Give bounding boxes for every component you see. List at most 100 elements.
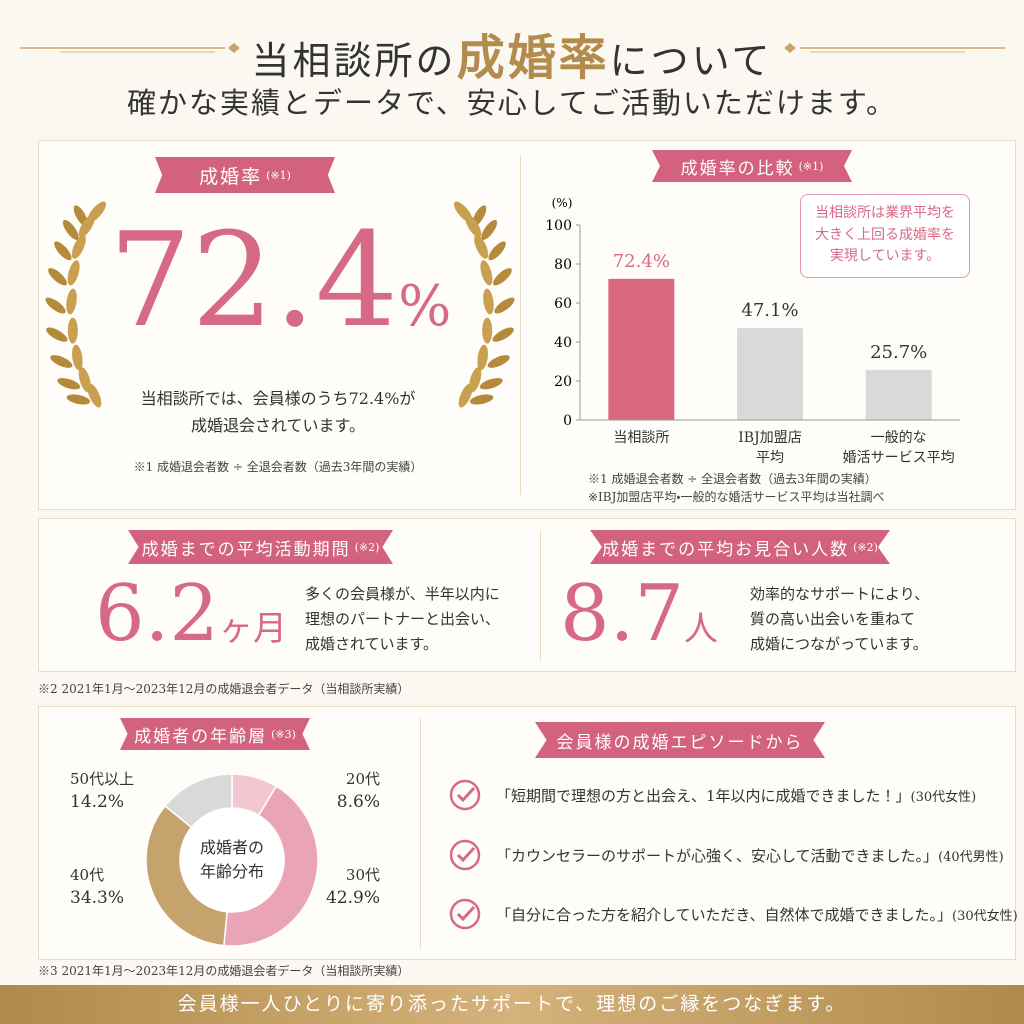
donut-category: 20代 xyxy=(345,770,380,788)
laurel-leaf xyxy=(67,317,78,344)
y-tick-label: 40 xyxy=(554,335,572,351)
laurel-leaf xyxy=(482,317,493,344)
donut-value-label: 8.6% xyxy=(336,792,380,812)
donut-category: 50代以上 xyxy=(70,770,135,788)
callout: 当相談所は業界平均を 大きく上回る成婚率を 実現しています。 xyxy=(800,194,970,278)
stat-value: 8.7 xyxy=(560,569,685,659)
badge-note: (※3) xyxy=(271,727,296,741)
episode-who: (30代女性) xyxy=(952,908,1018,924)
episode-who: (30代女性) xyxy=(910,789,977,805)
footnote: ※1 成婚退会者数 ÷ 全退会者数（過去3年間の実績） xyxy=(133,460,423,474)
stat-unit: 人 xyxy=(684,609,719,649)
laurel-leaf xyxy=(46,327,68,342)
donut-value-label: 34.3% xyxy=(70,888,125,908)
footer: 会員様一人ひとりに寄り添ったサポートで、理想のご縁をつなぎます。 xyxy=(0,985,1024,1024)
badge: 成婚までの平均活動期間 (※2) xyxy=(128,530,393,564)
y-tick-label: 0 xyxy=(563,413,572,429)
description: 当相談所では、会員様のうち72.4%が 成婚退会されています。 xyxy=(140,389,416,436)
donut-chart xyxy=(145,773,319,947)
value-label: 47.1% xyxy=(741,300,798,321)
laurel-leaf xyxy=(479,378,503,390)
laurel-leaf xyxy=(62,219,79,240)
episode-quote: 「カウンセラーのサポートが心強く、安心して活動できました。」 xyxy=(496,846,939,865)
badge: 成婚までの平均お見合い人数 (※2) xyxy=(590,530,890,564)
badge: 会員様の成婚エピソードから xyxy=(535,722,825,758)
donut-category: 30代 xyxy=(345,866,380,884)
laurel-leaf xyxy=(483,288,494,315)
big-stat: 72.4% xyxy=(100,215,460,345)
stat-unit: % xyxy=(398,274,452,339)
laurel-leaf xyxy=(57,378,81,390)
footnote: ※2 2021年1月〜2023年12月の成婚退会者データ（当相談所実績） xyxy=(38,682,410,696)
badge: 成婚者の年齢層 (※3) xyxy=(120,718,310,750)
badge-text: 会員様の成婚エピソードから xyxy=(556,732,804,753)
episode: 「自分に合った方を紹介していただき、自然体で成婚できました。」 (30代女性) xyxy=(448,897,1018,931)
badge-note: (※1) xyxy=(266,168,291,182)
laurel-leaf xyxy=(72,344,83,371)
title-text: 当相談所の xyxy=(251,39,457,83)
x-tick-label: IBJ加盟店 平均 xyxy=(738,430,802,467)
laurel-leaf xyxy=(67,260,80,286)
episode: 「カウンセラーのサポートが心強く、安心して活動できました。」 (40代男性) xyxy=(448,838,1004,872)
laurel-leaf xyxy=(48,268,68,286)
divider xyxy=(540,530,541,660)
check-icon xyxy=(449,839,481,871)
value-label: 72.4% xyxy=(613,251,670,272)
y-axis-label: (%) xyxy=(552,196,573,210)
check-icon xyxy=(449,779,481,811)
stat-value: 72.4 xyxy=(108,204,399,356)
footnote: ※3 2021年1月〜2023年12月の成婚退会者データ（当相談所実績） xyxy=(38,964,410,978)
badge-note: (※1) xyxy=(798,159,824,173)
badge-text: 成婚率 xyxy=(199,165,263,188)
laurel-leaf xyxy=(481,219,498,240)
badge-note: (※2) xyxy=(853,540,878,554)
donut-category: 40代 xyxy=(70,866,105,884)
laurel-leaf xyxy=(488,241,506,261)
badge-text: 成婚までの平均お見合い人数 xyxy=(602,539,850,560)
episode-quote: 「短期間で理想の方と出会え、1年以内に成婚できました！」 xyxy=(496,786,911,805)
donut-center-label: 成婚者の 年齢分布 xyxy=(199,838,264,881)
laurel-leaf xyxy=(465,214,482,238)
stat-unit: ヶ月 xyxy=(219,609,288,649)
episode-who: (40代男性) xyxy=(938,849,1004,865)
laurel-leaf xyxy=(78,214,95,238)
badge-note: (※2) xyxy=(354,540,380,554)
badge: 成婚率 (※1) xyxy=(155,157,335,193)
laurel xyxy=(45,201,515,408)
badge-text: 成婚率の比較 xyxy=(680,158,795,179)
laurel-leaf xyxy=(87,383,102,408)
stat-value: 6.2 xyxy=(95,569,220,659)
laurel-leaf xyxy=(487,355,510,368)
big-stat: 8.7人 xyxy=(560,575,718,653)
description: 多くの会員様が、半年以内に 理想のパートナーと出会い、 成婚されています。 xyxy=(305,585,501,653)
badge-text: 成婚者の年齢層 xyxy=(134,726,268,747)
laurel-leaf xyxy=(71,234,86,259)
donut-slice xyxy=(145,804,228,947)
title-text: について xyxy=(609,39,773,83)
laurel-leaf xyxy=(492,268,512,286)
bar xyxy=(608,278,675,420)
laurel-leaf xyxy=(45,297,66,314)
y-tick-label: 100 xyxy=(545,218,572,234)
x-tick-label: 一般的な 婚活サービス平均 xyxy=(842,430,955,467)
laurel-leaf xyxy=(66,288,77,315)
footnote: ※IBJ加盟店平均・一般的な婚活サービス平均は当社調べ xyxy=(588,490,885,504)
donut-slice xyxy=(163,773,233,829)
laurel-leaf xyxy=(66,394,91,405)
footnote: ※1 成婚退会者数 ÷ 全退会者数（過去3年間の実績） xyxy=(588,472,877,486)
donut-value-label: 42.9% xyxy=(325,888,380,908)
laurel-leaf xyxy=(477,344,488,371)
donut-value-label: 14.2% xyxy=(70,792,125,812)
bar xyxy=(737,328,803,420)
check-icon xyxy=(449,898,481,930)
y-tick-label: 20 xyxy=(554,374,572,390)
title-highlight: 成婚率 xyxy=(456,30,610,86)
laurel-leaf xyxy=(458,383,473,408)
laurel-leaf xyxy=(469,394,494,405)
donut-center xyxy=(181,809,283,911)
badge-text: 成婚までの平均活動期間 xyxy=(141,539,351,560)
laurel-leaf xyxy=(474,234,489,259)
divider xyxy=(420,718,421,948)
title: 当相談所の成婚率について xyxy=(0,18,1024,88)
